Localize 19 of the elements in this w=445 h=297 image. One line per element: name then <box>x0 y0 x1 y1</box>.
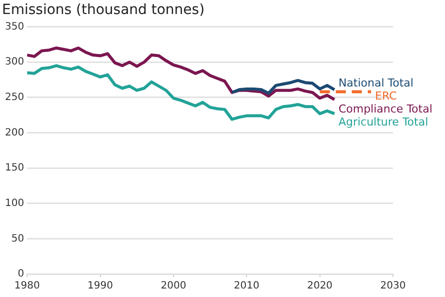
y-tick-label: 150 <box>4 162 24 174</box>
y-tick-label: 50 <box>11 233 24 244</box>
y-tick-label: 250 <box>4 92 24 104</box>
series-label: Agriculture Total <box>338 116 428 129</box>
y-tick-label: 350 <box>4 21 24 32</box>
chart-title: Emissions (thousand tonnes) <box>2 2 205 18</box>
x-tick-label: 1990 <box>88 280 113 292</box>
x-tick-label: 2000 <box>160 280 186 292</box>
series-label: Compliance Total <box>338 102 432 116</box>
x-tick-label: 2010 <box>234 280 260 292</box>
x-tick-label: 2020 <box>307 280 333 292</box>
y-tick-label: 200 <box>4 127 24 138</box>
series-label: ERC <box>375 90 398 103</box>
y-tick-label: 0 <box>18 268 24 280</box>
y-tick-label: 300 <box>4 56 24 68</box>
y-tick-label: 100 <box>4 198 24 209</box>
x-tick-label: 1980 <box>14 280 40 292</box>
series-label: National Total <box>338 76 414 90</box>
x-tick-label: 2030 <box>380 280 406 292</box>
